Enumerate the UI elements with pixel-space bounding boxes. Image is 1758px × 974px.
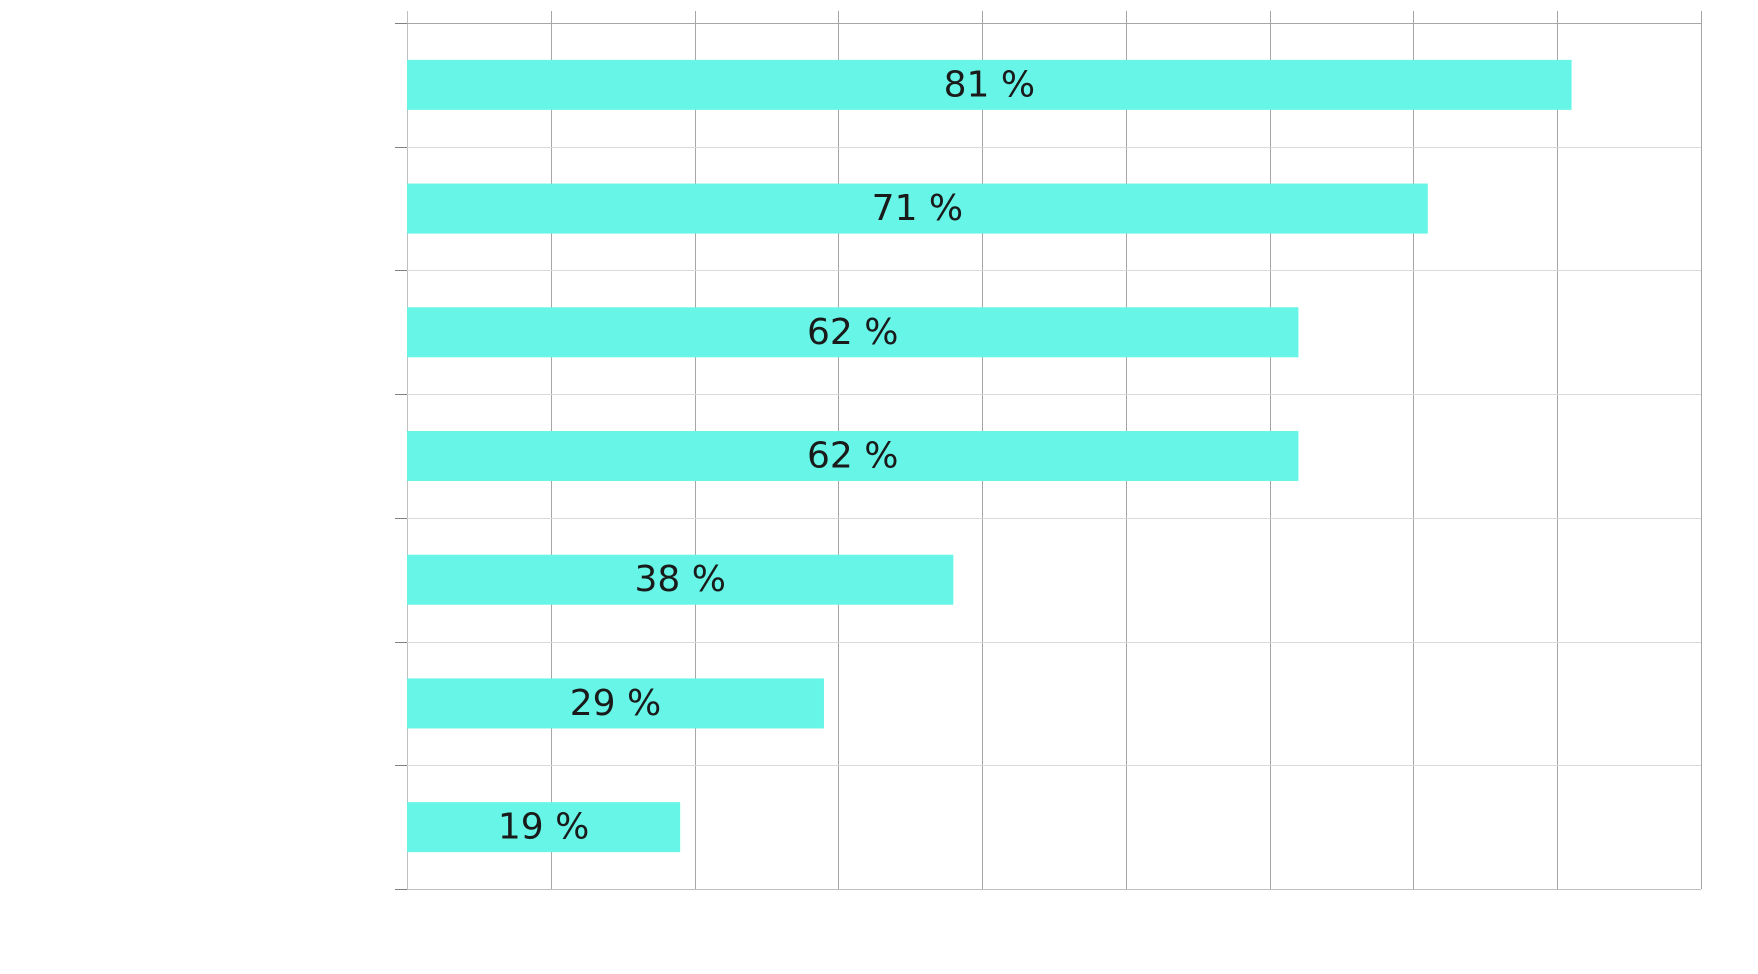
bar-6	[407, 802, 681, 853]
bar-4	[407, 554, 954, 605]
bar-0	[407, 59, 1572, 110]
data-labels: 81 % 71 % 62 % 62 % 38 % 29 % 19 %	[498, 64, 1035, 847]
bar-3	[407, 431, 1299, 481]
bars	[407, 59, 1572, 853]
horizontal-gridlines	[407, 23, 1701, 890]
bar-2	[407, 307, 1299, 358]
y-axis	[395, 23, 407, 890]
bar-1	[407, 183, 1428, 234]
bar-label-3: 62 %	[807, 436, 898, 477]
bar-label-0: 81 %	[944, 64, 1035, 105]
bar-5	[407, 678, 824, 729]
bar-label-5: 29 %	[570, 683, 661, 724]
bar-label-1: 71 %	[872, 188, 963, 229]
bar-label-2: 62 %	[807, 312, 898, 353]
bar-label-4: 38 %	[634, 559, 725, 600]
bar-label-6: 19 %	[498, 807, 589, 848]
